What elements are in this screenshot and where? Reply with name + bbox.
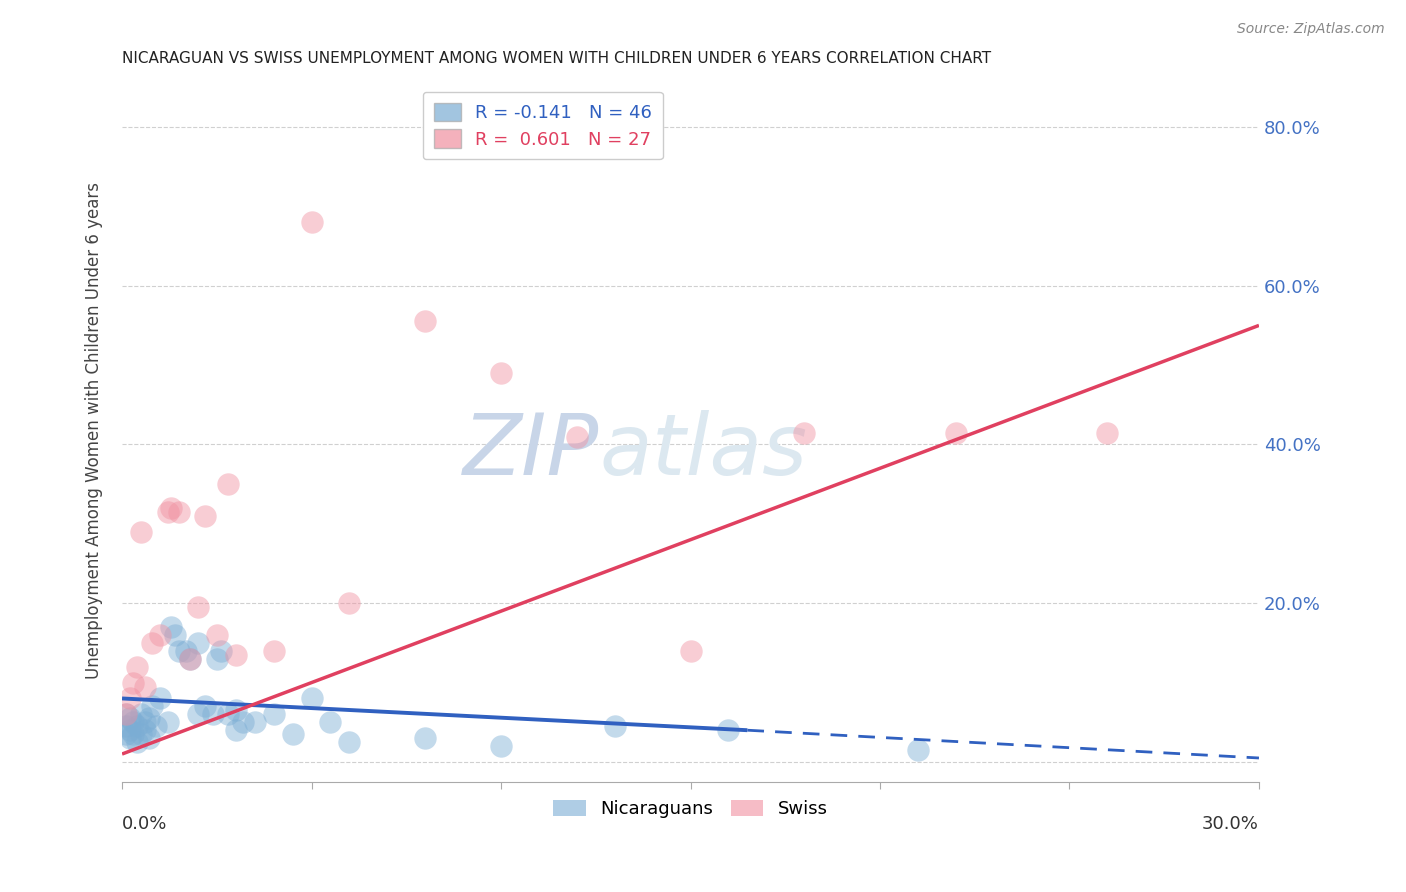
Point — [149, 628, 172, 642]
Point — [565, 429, 588, 443]
Legend: Nicaraguans, Swiss: Nicaraguans, Swiss — [546, 793, 835, 825]
Point — [907, 743, 929, 757]
Point — [793, 425, 815, 440]
Point — [127, 659, 149, 673]
Point — [225, 723, 247, 738]
Point — [243, 715, 266, 730]
Point — [194, 508, 217, 523]
Point — [176, 644, 198, 658]
Point — [301, 691, 323, 706]
Point — [717, 723, 740, 738]
Point — [201, 707, 224, 722]
Point — [122, 727, 145, 741]
Y-axis label: Unemployment Among Women with Children Under 6 years: Unemployment Among Women with Children U… — [86, 182, 103, 679]
Point — [118, 711, 141, 725]
Point — [165, 628, 187, 642]
Point — [413, 314, 436, 328]
Point — [115, 707, 138, 722]
Text: NICARAGUAN VS SWISS UNEMPLOYMENT AMONG WOMEN WITH CHILDREN UNDER 6 YEARS CORRELA: NICARAGUAN VS SWISS UNEMPLOYMENT AMONG W… — [122, 51, 991, 66]
Point — [413, 731, 436, 746]
Text: ZIP: ZIP — [464, 410, 599, 493]
Point — [118, 723, 141, 738]
Point — [122, 715, 145, 730]
Point — [232, 715, 254, 730]
Point — [319, 715, 342, 730]
Point — [134, 715, 156, 730]
Point — [205, 628, 228, 642]
Point — [217, 707, 239, 722]
Point — [127, 735, 149, 749]
Point — [179, 652, 201, 666]
Point — [115, 719, 138, 733]
Point — [263, 644, 285, 658]
Text: Source: ZipAtlas.com: Source: ZipAtlas.com — [1237, 22, 1385, 37]
Point — [339, 735, 361, 749]
Point — [134, 723, 156, 738]
Point — [160, 620, 183, 634]
Point — [187, 707, 209, 722]
Point — [127, 719, 149, 733]
Point — [187, 636, 209, 650]
Point — [679, 644, 702, 658]
Point — [194, 699, 217, 714]
Point — [134, 680, 156, 694]
Text: atlas: atlas — [599, 410, 807, 493]
Point — [141, 636, 163, 650]
Point — [603, 719, 626, 733]
Point — [489, 366, 512, 380]
Point — [138, 731, 160, 746]
Point — [145, 719, 167, 733]
Point — [301, 215, 323, 229]
Point — [205, 652, 228, 666]
Point — [129, 707, 152, 722]
Point — [118, 691, 141, 706]
Point — [115, 727, 138, 741]
Point — [225, 703, 247, 717]
Point — [187, 600, 209, 615]
Text: 0.0%: 0.0% — [122, 815, 167, 833]
Point — [156, 715, 179, 730]
Text: 30.0%: 30.0% — [1202, 815, 1258, 833]
Point — [339, 596, 361, 610]
Point — [945, 425, 967, 440]
Point — [167, 505, 190, 519]
Point — [209, 644, 232, 658]
Point — [118, 731, 141, 746]
Point — [489, 739, 512, 753]
Point — [129, 524, 152, 539]
Point — [129, 727, 152, 741]
Point — [217, 477, 239, 491]
Point — [156, 505, 179, 519]
Point — [263, 707, 285, 722]
Point — [138, 711, 160, 725]
Point — [1097, 425, 1119, 440]
Point — [149, 691, 172, 706]
Point — [281, 727, 304, 741]
Point — [179, 652, 201, 666]
Point — [115, 707, 138, 722]
Point — [225, 648, 247, 662]
Point — [141, 699, 163, 714]
Point — [122, 675, 145, 690]
Point — [160, 500, 183, 515]
Point — [167, 644, 190, 658]
